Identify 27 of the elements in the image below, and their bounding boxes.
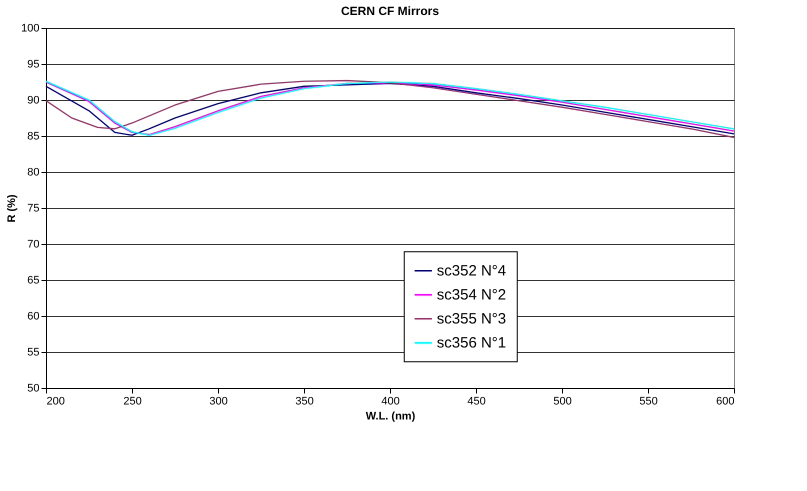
x-tick-label: 300 (209, 396, 228, 408)
x-tick-label: 450 (467, 396, 486, 408)
legend-label: sc356 N°1 (436, 334, 506, 352)
chart-title: CERN CF Mirrors (340, 4, 440, 18)
y-tick-label: 60 (27, 310, 40, 322)
legend-label: sc354 N°2 (436, 286, 506, 304)
x-tick-label: 400 (381, 396, 400, 408)
y-tick-label: 95 (27, 58, 40, 70)
x-tick-label: 500 (553, 396, 572, 408)
y-tick-label: 55 (27, 346, 40, 358)
y-tick-label: 100 (21, 22, 40, 34)
y-tick-label: 85 (27, 130, 40, 142)
x-tick-label: 250 (123, 396, 142, 408)
y-tick-label: 75 (27, 202, 40, 214)
y-tick-label: 80 (27, 166, 40, 178)
x-tick-label: 200 (46, 396, 65, 408)
y-tick-label: 65 (27, 274, 40, 286)
x-axis-title: W.L. (nm) (366, 410, 416, 422)
legend-label: sc355 N°3 (436, 310, 506, 328)
x-tick-label: 550 (639, 396, 658, 408)
y-tick-label: 90 (27, 94, 40, 106)
y-axis-title: R (%) (6, 194, 18, 223)
y-tick-label: 70 (27, 238, 40, 250)
x-tick-label: 600 (716, 396, 734, 408)
y-tick-label: 50 (27, 382, 40, 394)
x-tick-label: 350 (295, 396, 314, 408)
legend-label: sc352 N°4 (436, 262, 506, 280)
